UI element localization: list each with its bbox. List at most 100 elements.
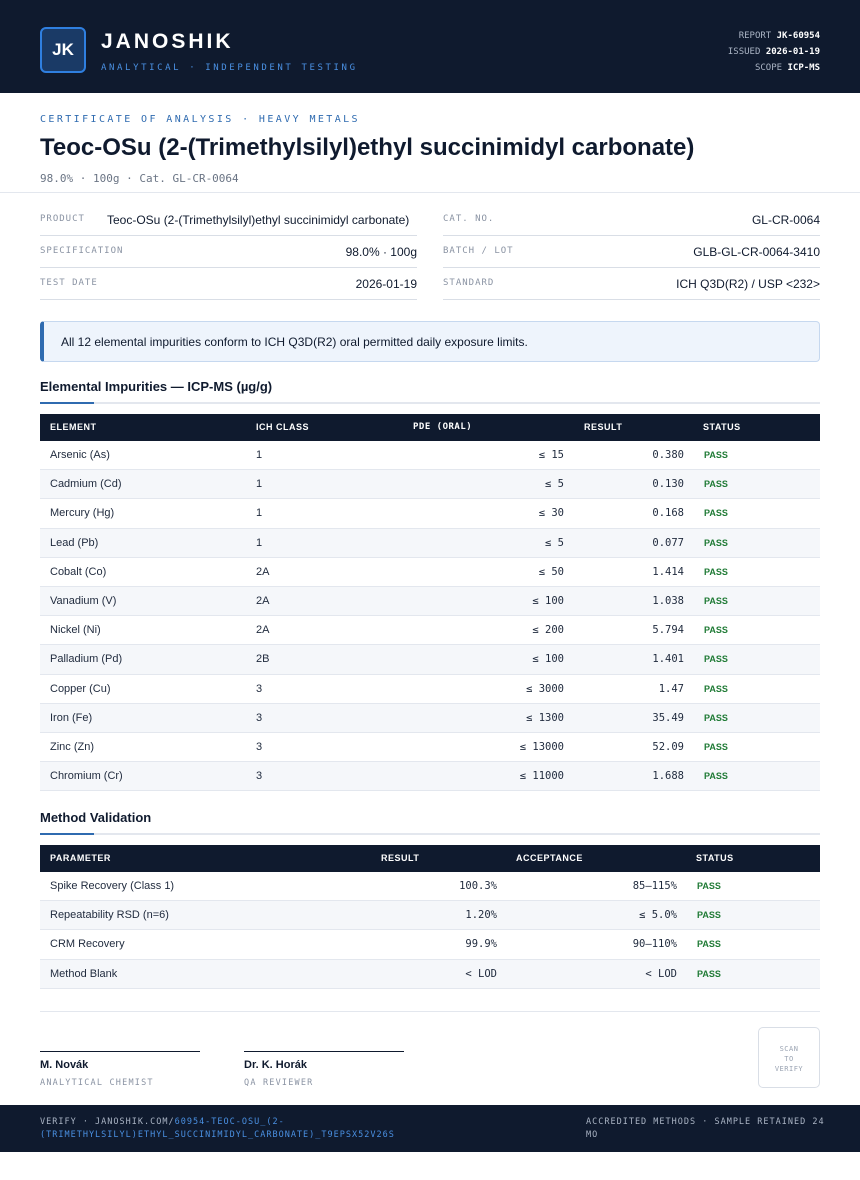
- info-catno: CAT. NO. GL-CR-0064: [443, 204, 820, 236]
- divider: [40, 1011, 820, 1012]
- issued-value: 2026-01-19: [765, 47, 820, 57]
- table-row: Method Blank < LOD < LOD PASS: [40, 959, 820, 989]
- ich-class: 3: [256, 741, 263, 753]
- ich-class: 2A: [256, 595, 270, 607]
- signatory-role: QA REVIEWER: [244, 1078, 314, 1088]
- table-row: CRM Recovery 99.9% 90–110% PASS: [40, 930, 820, 960]
- pde-limit: ≤ 11000: [519, 770, 564, 783]
- info-specification: SPECIFICATION 98.0% · 100g: [40, 236, 417, 268]
- result-value: 35.49: [652, 711, 684, 724]
- table-row: Chromium (Cr) 3 ≤ 11000 1.688 PASS: [40, 762, 820, 792]
- column-header: ACCEPTANCE: [516, 853, 583, 863]
- status-badge: PASS: [704, 508, 728, 519]
- acceptance-range: < LOD: [645, 967, 677, 980]
- signatory-name: Dr. K. Horák: [244, 1059, 307, 1071]
- verify-link[interactable]: 60954-TEOC-OSU_(2-(TRIMETHYLSILYL)ETHYL_…: [40, 1117, 395, 1140]
- element-name: Nickel (Ni): [50, 624, 101, 637]
- info-label: CAT. NO.: [443, 214, 495, 224]
- signatory-name: M. Novák: [40, 1059, 89, 1071]
- pde-limit: ≤ 15: [538, 449, 564, 461]
- scope-label: SCOPE: [754, 63, 783, 73]
- result-value: 5.794: [652, 624, 684, 637]
- column-header: ICH CLASS: [256, 422, 310, 432]
- acceptance-range: 90–110%: [632, 938, 677, 951]
- info-value: ICH Q3D(R2) / USP <232>: [676, 277, 820, 291]
- verify-qr-placeholder[interactable]: SCAN TO VERIFY: [758, 1027, 820, 1088]
- ich-class: 1: [256, 536, 263, 549]
- section-rule-accent: [40, 833, 94, 835]
- pde-limit: ≤ 30: [538, 507, 564, 520]
- pde-limit: ≤ 200: [532, 624, 564, 637]
- info-batch: BATCH / LOT GLB-GL-CR-0064-3410: [443, 236, 820, 268]
- table-row: Mercury (Hg) 1 ≤ 30 0.168 PASS: [40, 499, 820, 529]
- result-value: 0.130: [652, 478, 684, 491]
- issued-label: ISSUED: [727, 47, 761, 57]
- ich-class: 3: [256, 770, 263, 783]
- status-badge: PASS: [704, 771, 728, 782]
- info-label: BATCH / LOT: [443, 246, 514, 256]
- ich-class: 1: [256, 449, 263, 461]
- scope-value: ICP-MS: [787, 63, 820, 73]
- pde-limit: ≤ 100: [532, 653, 564, 666]
- element-name: Cobalt (Co): [50, 565, 107, 578]
- parameter-name: Spike Recovery (Class 1): [50, 880, 175, 892]
- pde-limit: ≤ 5: [545, 536, 564, 549]
- element-name: Lead (Pb): [50, 536, 99, 549]
- result-value: 1.688: [652, 770, 684, 783]
- status-badge: PASS: [704, 742, 728, 752]
- conformance-notice: All 12 elemental impurities conform to I…: [40, 321, 820, 362]
- pde-limit: ≤ 3000: [526, 682, 564, 695]
- scope-line: SCOPE ICP-MS: [728, 60, 820, 76]
- column-header: ELEMENT: [50, 422, 97, 432]
- brand-name: JANOSHIK: [101, 30, 234, 53]
- brand-tagline: ANALYTICAL · INDEPENDENT TESTING: [101, 63, 358, 73]
- element-name: Copper (Cu): [50, 682, 111, 695]
- result-value: 1.20%: [465, 909, 497, 922]
- table-row: Cadmium (Cd) 1 ≤ 5 0.130 PASS: [40, 470, 820, 500]
- divider: [0, 192, 860, 193]
- table-row: Cobalt (Co) 2A ≤ 50 1.414 PASS: [40, 558, 820, 587]
- info-value: GLB-GL-CR-0064-3410: [693, 245, 820, 259]
- result-value: 0.077: [652, 536, 684, 549]
- report-id-line: REPORT JK-60954: [728, 28, 820, 44]
- status-badge: PASS: [704, 596, 728, 606]
- element-name: Zinc (Zn): [50, 741, 94, 753]
- qr-text: SCAN: [779, 1045, 799, 1053]
- acceptance-range: ≤ 5.0%: [639, 909, 677, 922]
- column-header: RESULT: [584, 422, 623, 432]
- result-value: 1.401: [652, 653, 684, 666]
- element-name: Vanadium (V): [50, 595, 117, 607]
- result-value: 1.038: [652, 595, 684, 607]
- element-name: Iron (Fe): [50, 711, 93, 724]
- table-row: Nickel (Ni) 2A ≤ 200 5.794 PASS: [40, 616, 820, 646]
- pde-limit: ≤ 50: [538, 565, 564, 578]
- footer-bar: VERIFY · JANOSHIK.COM/60954-TEOC-OSU_(2-…: [0, 1105, 860, 1152]
- parameter-name: Method Blank: [50, 967, 118, 980]
- status-badge: PASS: [704, 479, 728, 490]
- header-bar: JK JANOSHIK ANALYTICAL · INDEPENDENT TES…: [0, 0, 860, 93]
- status-badge: PASS: [697, 968, 721, 979]
- column-header: PARAMETER: [50, 853, 111, 863]
- result-value: 100.3%: [459, 880, 497, 892]
- footer-note: ACCREDITED METHODS · SAMPLE RETAINED 24 …: [586, 1117, 825, 1140]
- info-product: PRODUCT Teoc-OSu (2-(Trimethylsilyl)ethy…: [40, 204, 417, 236]
- status-badge: PASS: [697, 881, 721, 891]
- table-row: Copper (Cu) 3 ≤ 3000 1.47 PASS: [40, 675, 820, 704]
- ich-class: 1: [256, 507, 263, 520]
- info-label: STANDARD: [443, 278, 495, 288]
- column-header: PDE (ORAL): [413, 422, 473, 432]
- result-value: 99.9%: [465, 938, 497, 951]
- ich-class: 3: [256, 711, 263, 724]
- report-meta: REPORT JK-60954 ISSUED 2026-01-19 SCOPE …: [728, 28, 820, 76]
- column-header: STATUS: [696, 853, 734, 863]
- validation-table-header: PARAMETER RESULT ACCEPTANCE STATUS: [40, 845, 820, 872]
- issued-line: ISSUED 2026-01-19: [728, 44, 820, 60]
- column-header: RESULT: [381, 853, 420, 863]
- validation-heading: Method Validation: [40, 810, 152, 825]
- info-test-date: TEST DATE 2026-01-19: [40, 268, 417, 300]
- pde-limit: ≤ 100: [532, 595, 564, 607]
- status-badge: PASS: [704, 537, 728, 548]
- document-kicker: CERTIFICATE OF ANALYSIS · HEAVY METALS: [40, 114, 360, 125]
- pde-limit: ≤ 13000: [519, 741, 564, 753]
- verify-prefix: VERIFY · JANOSHIK.COM/: [40, 1117, 175, 1127]
